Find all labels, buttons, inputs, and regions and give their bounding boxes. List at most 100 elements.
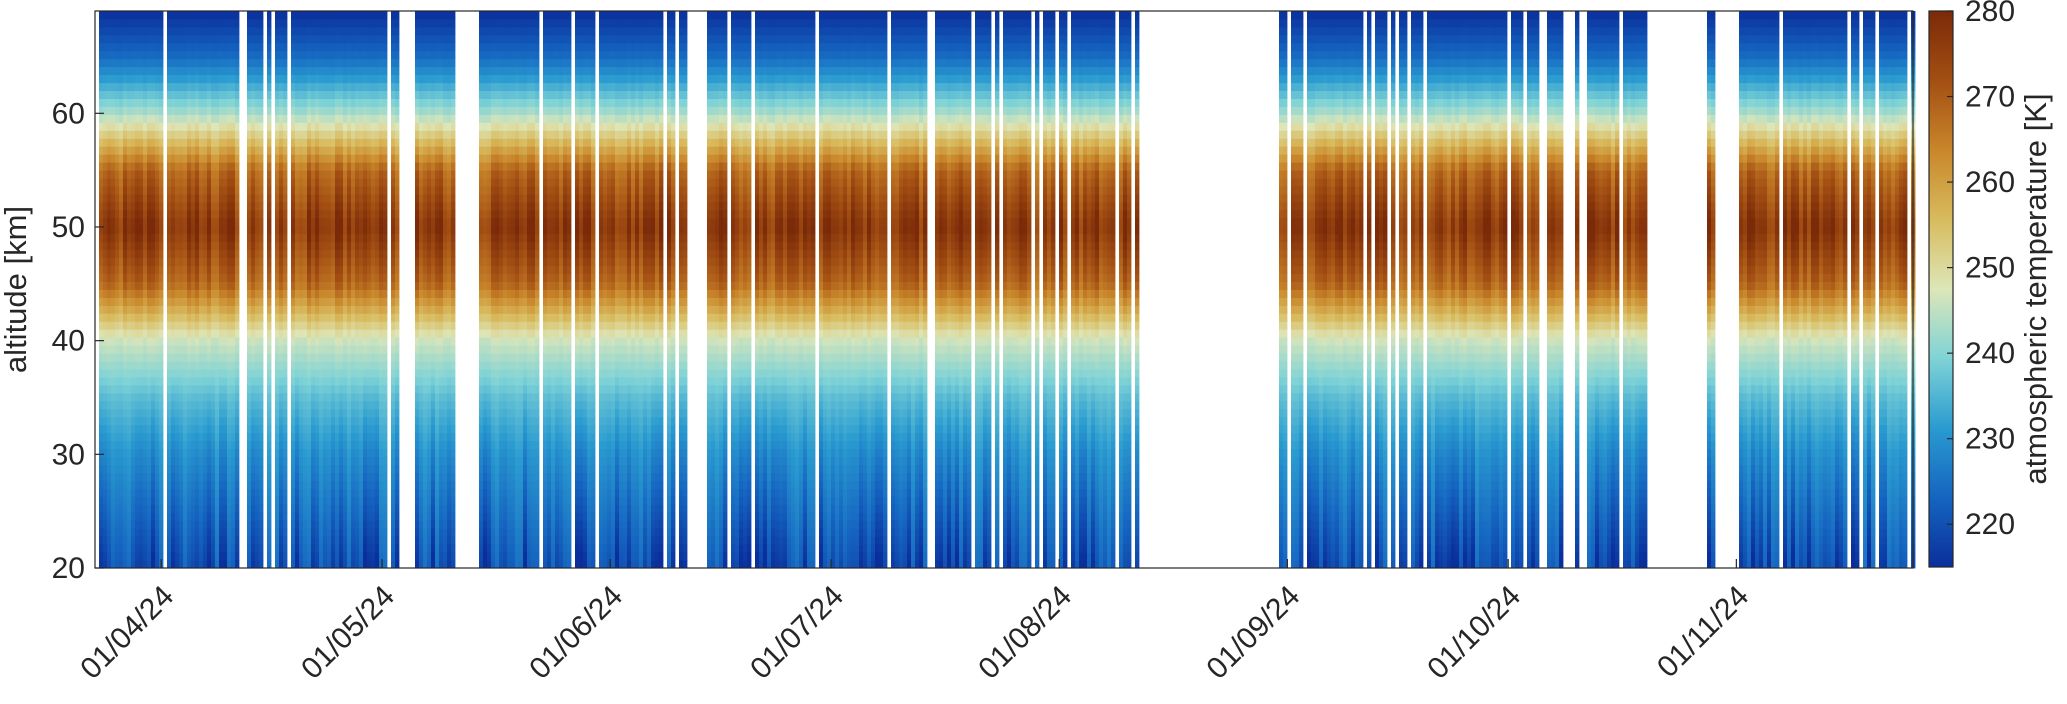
heatmap-cell bbox=[207, 353, 211, 361]
heatmap-cell bbox=[195, 496, 199, 504]
heatmap-cell bbox=[231, 393, 235, 401]
heatmap-cell bbox=[159, 154, 163, 162]
heatmap-cell bbox=[359, 353, 363, 361]
heatmap-cell bbox=[115, 488, 119, 496]
heatmap-cell bbox=[375, 385, 379, 393]
heatmap-cell bbox=[315, 321, 319, 329]
heatmap-cell bbox=[143, 369, 147, 377]
heatmap-cell bbox=[167, 138, 171, 146]
heatmap-cell bbox=[359, 43, 363, 51]
heatmap-cell bbox=[167, 274, 171, 282]
heatmap-cell bbox=[211, 544, 215, 552]
heatmap-cell bbox=[171, 162, 175, 170]
heatmap-cell bbox=[195, 51, 199, 59]
heatmap-cell bbox=[339, 369, 343, 377]
heatmap-cell bbox=[219, 401, 223, 409]
heatmap-cell bbox=[199, 473, 203, 481]
heatmap-cell bbox=[223, 11, 227, 19]
heatmap-cell bbox=[223, 170, 227, 178]
heatmap-cell bbox=[315, 409, 319, 417]
heatmap-cell bbox=[267, 282, 271, 290]
heatmap-cell bbox=[139, 329, 143, 337]
heatmap-cell bbox=[155, 512, 159, 520]
heatmap-cell bbox=[199, 35, 203, 43]
heatmap-cell bbox=[207, 544, 211, 552]
heatmap-cell bbox=[267, 27, 271, 35]
heatmap-cell bbox=[147, 417, 151, 425]
heatmap-cell bbox=[227, 114, 231, 122]
heatmap-cell bbox=[279, 520, 283, 528]
heatmap-cell bbox=[171, 536, 175, 544]
heatmap-cell bbox=[275, 114, 279, 122]
heatmap-cell bbox=[367, 488, 371, 496]
heatmap-cell bbox=[127, 282, 131, 290]
heatmap-cell bbox=[303, 560, 307, 568]
heatmap-cell bbox=[259, 433, 263, 441]
heatmap-cell bbox=[227, 425, 231, 433]
heatmap-cell bbox=[107, 19, 111, 27]
heatmap-cell bbox=[99, 305, 103, 313]
heatmap-cell bbox=[235, 194, 239, 202]
heatmap-cell bbox=[123, 290, 127, 298]
heatmap-cell bbox=[247, 393, 251, 401]
heatmap-cell bbox=[195, 130, 199, 138]
heatmap-cell bbox=[203, 313, 207, 321]
heatmap-cell bbox=[139, 27, 143, 35]
heatmap-cell bbox=[127, 401, 131, 409]
heatmap-cell bbox=[343, 528, 347, 536]
heatmap-cell bbox=[275, 282, 279, 290]
heatmap-cell bbox=[103, 218, 107, 226]
heatmap-cell bbox=[187, 122, 191, 130]
heatmap-cell bbox=[331, 473, 335, 481]
heatmap-cell bbox=[139, 552, 143, 560]
heatmap-cell bbox=[427, 401, 431, 409]
heatmap-cell bbox=[207, 114, 211, 122]
heatmap-cell bbox=[307, 504, 311, 512]
heatmap-cell bbox=[203, 59, 207, 67]
heatmap-cell bbox=[311, 162, 315, 170]
heatmap-cell bbox=[175, 488, 179, 496]
heatmap-cell bbox=[191, 27, 195, 35]
heatmap-cell bbox=[203, 11, 207, 19]
heatmap-cell bbox=[211, 504, 215, 512]
heatmap-cell bbox=[219, 488, 223, 496]
heatmap-cell bbox=[159, 19, 163, 27]
heatmap-cell bbox=[159, 234, 163, 242]
heatmap-cell bbox=[339, 19, 343, 27]
heatmap-cell bbox=[395, 329, 399, 337]
heatmap-cell bbox=[299, 43, 303, 51]
heatmap-cell bbox=[215, 433, 219, 441]
heatmap-cell bbox=[295, 449, 299, 457]
heatmap-cell bbox=[139, 250, 143, 258]
heatmap-cell bbox=[155, 226, 159, 234]
heatmap-cell bbox=[367, 186, 371, 194]
heatmap-cell bbox=[155, 298, 159, 306]
heatmap-cell bbox=[379, 19, 383, 27]
heatmap-cell bbox=[267, 75, 271, 83]
heatmap-cell bbox=[99, 361, 103, 369]
heatmap-cell bbox=[367, 305, 371, 313]
heatmap-cell bbox=[355, 504, 359, 512]
heatmap-cell bbox=[415, 138, 419, 146]
heatmap-cell bbox=[295, 512, 299, 520]
heatmap-cell bbox=[415, 274, 419, 282]
heatmap-cell bbox=[115, 146, 119, 154]
heatmap-cell bbox=[383, 210, 387, 218]
heatmap-cell bbox=[391, 218, 395, 226]
heatmap-cell bbox=[107, 457, 111, 465]
heatmap-cell bbox=[131, 290, 135, 298]
heatmap-cell bbox=[99, 313, 103, 321]
heatmap-cell bbox=[183, 345, 187, 353]
heatmap-cell bbox=[123, 146, 127, 154]
heatmap-cell bbox=[327, 91, 331, 99]
heatmap-cell bbox=[167, 107, 171, 115]
heatmap-cell bbox=[379, 305, 383, 313]
heatmap-cell bbox=[227, 67, 231, 75]
heatmap-cell bbox=[187, 194, 191, 202]
heatmap-cell bbox=[323, 146, 327, 154]
heatmap-cell bbox=[335, 122, 339, 130]
heatmap-cell bbox=[331, 496, 335, 504]
heatmap-cell bbox=[187, 266, 191, 274]
heatmap-cell bbox=[215, 67, 219, 75]
heatmap-cell bbox=[319, 417, 323, 425]
